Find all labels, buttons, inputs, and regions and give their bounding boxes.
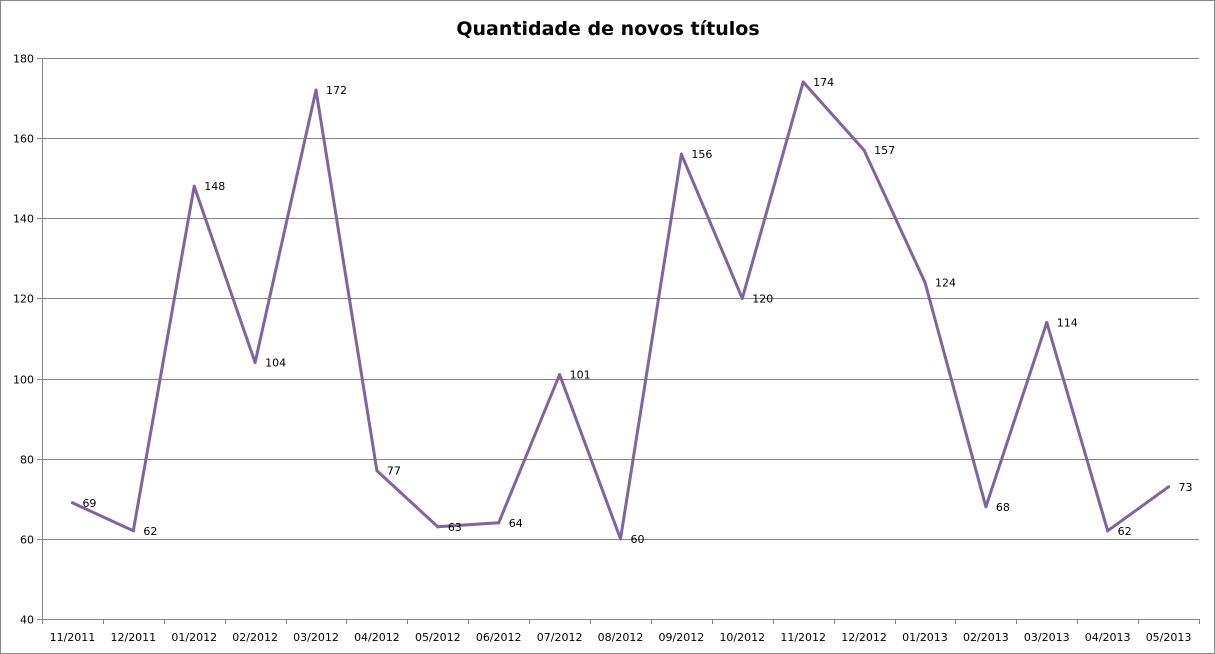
x-tick-label: 01/2013 xyxy=(902,631,948,644)
data-label: 64 xyxy=(509,517,523,530)
x-tick-label: 01/2012 xyxy=(171,631,217,644)
x-tick-label: 05/2012 xyxy=(415,631,461,644)
x-tick-label: 12/2011 xyxy=(110,631,156,644)
series-line xyxy=(70,80,1171,541)
data-point xyxy=(436,525,440,529)
y-tick-label: 140 xyxy=(13,213,34,226)
data-label: 73 xyxy=(1179,481,1193,494)
data-label: 156 xyxy=(691,148,712,161)
chart-title: Quantidade de novos títulos xyxy=(456,18,759,40)
data-label: 124 xyxy=(935,276,956,289)
data-point xyxy=(131,529,135,533)
data-point xyxy=(862,148,866,152)
y-tick-label: 160 xyxy=(13,133,34,146)
data-label: 63 xyxy=(448,521,462,534)
x-tick-label: 11/2012 xyxy=(780,631,826,644)
data-label: 77 xyxy=(387,465,401,478)
x-axis-tick-labels: 11/2011 12/2011 01/2012 02/2012 03/2012 04/20… xyxy=(50,631,1192,644)
axes xyxy=(37,58,1200,624)
y-tick-label: 100 xyxy=(13,374,34,387)
gridlines xyxy=(42,58,1199,540)
x-tick-label: 05/2013 xyxy=(1146,631,1192,644)
data-point xyxy=(253,361,257,365)
x-tick-label: 03/2013 xyxy=(1024,631,1070,644)
data-point xyxy=(1045,320,1049,324)
x-tick-label: 08/2012 xyxy=(598,631,644,644)
data-label: 120 xyxy=(752,292,773,305)
data-label: 114 xyxy=(1057,316,1078,329)
data-label: 68 xyxy=(996,501,1010,514)
data-point xyxy=(801,80,805,84)
data-point xyxy=(1106,529,1110,533)
data-point xyxy=(314,88,318,92)
y-tick-label: 40 xyxy=(20,614,34,627)
y-axis-tick-labels: 40 60 80 100 120 140 160 180 xyxy=(13,53,34,627)
series xyxy=(70,80,1171,541)
x-tick-label: 09/2012 xyxy=(659,631,705,644)
data-point xyxy=(619,537,622,541)
data-point xyxy=(1167,485,1171,489)
x-tick-label: 07/2012 xyxy=(537,631,583,644)
x-tick-label: 04/2012 xyxy=(354,631,400,644)
x-tick-label: 04/2013 xyxy=(1085,631,1131,644)
data-point xyxy=(497,521,501,525)
data-label: 157 xyxy=(874,144,895,157)
x-tick-label: 06/2012 xyxy=(476,631,522,644)
data-point xyxy=(679,152,683,156)
x-tick-label: 12/2012 xyxy=(841,631,887,644)
x-tick-label: 02/2012 xyxy=(232,631,278,644)
y-tick-label: 120 xyxy=(13,293,34,306)
y-tick-label: 80 xyxy=(20,454,34,467)
data-label: 148 xyxy=(204,180,225,193)
x-tick-label: 10/2012 xyxy=(719,631,765,644)
data-label: 62 xyxy=(143,525,157,538)
data-point xyxy=(375,469,379,473)
data-labels: 69 62 148 104 172 77 63 64 101 60 156 120 174 157 124 6… xyxy=(82,76,1192,546)
data-label: 174 xyxy=(813,76,834,89)
data-point xyxy=(558,373,562,377)
data-label: 60 xyxy=(631,533,645,546)
data-point xyxy=(70,501,74,505)
y-tick-label: 60 xyxy=(20,534,34,547)
data-point xyxy=(984,505,988,509)
data-label: 104 xyxy=(265,357,286,370)
data-label: 69 xyxy=(82,497,96,510)
x-tick-label: 03/2012 xyxy=(293,631,339,644)
data-label: 172 xyxy=(326,84,347,97)
data-label: 101 xyxy=(570,369,591,382)
data-point xyxy=(923,280,927,284)
data-point xyxy=(192,184,196,188)
data-label: 62 xyxy=(1118,525,1132,538)
data-point xyxy=(740,296,744,300)
x-tick-label: 02/2013 xyxy=(963,631,1009,644)
x-tick-label: 11/2011 xyxy=(50,631,96,644)
y-tick-label: 180 xyxy=(13,53,34,66)
